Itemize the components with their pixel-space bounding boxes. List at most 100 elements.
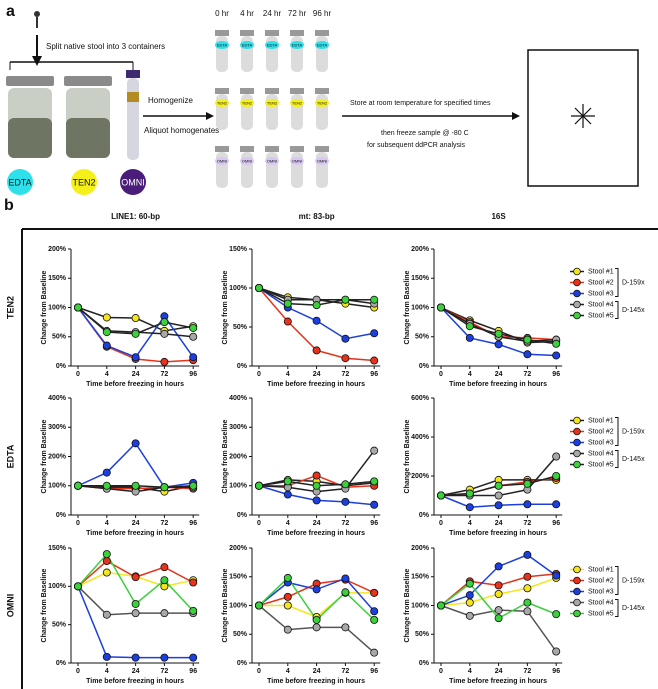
x-axis-label: Time before freezing in hours [86, 678, 184, 685]
y-tick-label: 400% [48, 395, 67, 402]
x-tick-label: 72 [161, 668, 169, 675]
x-tick-label: 96 [370, 520, 378, 527]
y-tick-label: 0% [419, 660, 430, 667]
legend-label: Stool #5 [588, 610, 614, 617]
series-line [77, 586, 194, 659]
y-axis-label: Change from Baseline [404, 270, 411, 344]
legend-group-label: D-145x [622, 307, 645, 314]
point [465, 322, 474, 331]
tube-label: OMNI [242, 159, 252, 164]
legend-marker [573, 438, 581, 447]
legend-marker [573, 598, 581, 607]
point [102, 550, 111, 559]
legend-group-label: D-159x [622, 428, 645, 435]
y-tick-label: 100% [411, 304, 430, 311]
legend-marker [573, 460, 581, 469]
x-tick-label: 96 [189, 668, 197, 675]
legend-bracket [615, 268, 619, 297]
x-tick-label: 96 [189, 520, 197, 527]
y-axis-label: Change from Baseline [41, 419, 48, 493]
y-tick-label: 200% [411, 545, 430, 552]
y-tick-label: 150% [411, 574, 430, 581]
point [465, 503, 474, 512]
point [102, 568, 111, 577]
freezer-box [527, 49, 639, 187]
tube-badge [265, 157, 279, 165]
point [552, 351, 561, 360]
jar-lid [6, 76, 54, 86]
point [189, 353, 198, 362]
point [494, 606, 503, 615]
legend-label: Stool #1 [588, 566, 614, 573]
y-tick-label: 100% [229, 602, 248, 609]
point [160, 653, 169, 662]
x-tick-label: 96 [552, 520, 560, 527]
tube-cap [290, 146, 304, 152]
point [341, 295, 350, 304]
point [160, 483, 169, 492]
x-tick-label: 0 [439, 520, 443, 527]
legend-bracket [615, 301, 619, 319]
x-axis-label: Time before freezing in hours [267, 678, 365, 685]
y-tick-label: 150% [229, 574, 248, 581]
y-tick-label: 200% [48, 453, 67, 460]
legend-label: Stool #3 [588, 439, 614, 446]
y-tick-label: 300% [229, 424, 248, 431]
legend-label: Stool #3 [588, 290, 614, 297]
x-axis-label: Time before freezing in hours [267, 381, 365, 388]
x-tick-label: 0 [76, 668, 80, 675]
step-text: Aliquot homogenates [144, 126, 219, 135]
x-axis-label: Time before freezing in hours [449, 530, 547, 537]
x-tick-label: 24 [313, 520, 321, 527]
x-tick-label: 0 [257, 668, 261, 675]
x-tick-label: 72 [342, 520, 350, 527]
y-tick-label: 100% [229, 483, 248, 490]
x-axis-label: Time before freezing in hours [267, 530, 365, 537]
point [131, 329, 140, 338]
point [283, 490, 292, 499]
tube-grid: 0 hr EDTA TEN2 OMNI 4 hr EDTA TEN2 OMNI 24 hr EDT… [215, 9, 331, 188]
x-tick-label: 72 [342, 668, 350, 675]
legend-label: Stool #1 [588, 268, 614, 275]
tube-badge [290, 157, 304, 165]
point [341, 623, 350, 632]
point [341, 334, 350, 343]
x-tick-label: 0 [439, 371, 443, 378]
container-label: OMNI [121, 177, 145, 187]
point [74, 481, 83, 490]
tube-cap [265, 146, 279, 152]
point [283, 477, 292, 486]
legend-group-label: D-145x [622, 605, 645, 612]
arrow-head [512, 112, 520, 120]
point [494, 581, 503, 590]
point [552, 471, 561, 480]
tube-cap [215, 88, 229, 94]
point [494, 614, 503, 623]
y-axis-label: Change from Baseline [404, 568, 411, 642]
tube-cap [315, 30, 329, 36]
legend-marker [573, 587, 581, 596]
y-axis-label: Change from Baseline [222, 270, 229, 344]
legend-bracket [615, 417, 619, 446]
tube-label: TEN2 [292, 101, 303, 106]
point [189, 332, 198, 341]
y-tick-label: 0% [56, 512, 67, 519]
time-label: 24 hr [263, 9, 282, 18]
point [102, 468, 111, 477]
tube-cap [240, 146, 254, 152]
y-axis-label: Change from Baseline [41, 568, 48, 642]
tube-label: TEN2 [242, 101, 253, 106]
legend-label: Stool #3 [588, 588, 614, 595]
point [523, 550, 532, 559]
tube-cap [315, 146, 329, 152]
x-tick-label: 4 [468, 371, 472, 378]
point [494, 340, 503, 349]
x-tick-label: 4 [286, 520, 290, 527]
point [494, 491, 503, 500]
y-tick-label: 50% [52, 622, 67, 629]
legend-label: Stool #5 [588, 461, 614, 468]
y-tick-label: 600% [411, 395, 430, 402]
point [552, 452, 561, 461]
point [160, 329, 169, 338]
